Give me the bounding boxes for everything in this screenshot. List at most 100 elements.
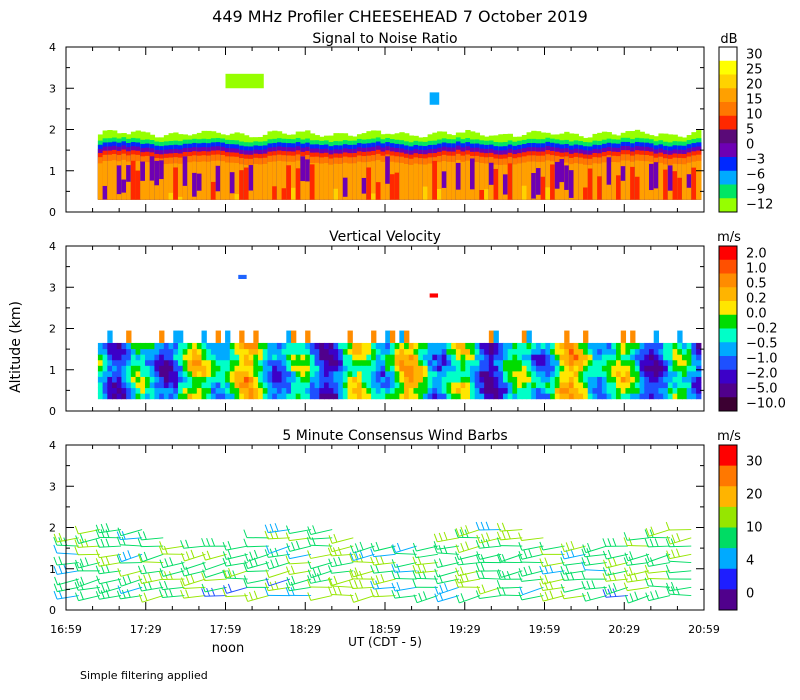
- barb-shaft: [162, 545, 185, 550]
- velocity-cell: [583, 348, 589, 355]
- velocity-cell: [408, 370, 415, 377]
- velocity-cell: [418, 387, 424, 394]
- barb-flag: [201, 572, 206, 581]
- velocity-cell: [578, 354, 584, 361]
- barb-flag: [307, 550, 312, 559]
- velocity-cell: [484, 381, 490, 389]
- velocity-cell: [578, 370, 584, 377]
- velocity-cell: [173, 370, 179, 377]
- velocity-cell: [625, 381, 631, 389]
- wind-barb: [370, 555, 396, 566]
- barb-flag: [623, 557, 628, 566]
- barb-flag: [581, 557, 586, 566]
- velocity-cell: [243, 359, 250, 366]
- velocity-cell: [276, 359, 283, 366]
- velocity-cell: [112, 387, 118, 394]
- snr-cell: [215, 165, 221, 192]
- snr-cell: [422, 186, 429, 200]
- velocity-cell: [126, 387, 132, 394]
- velocity-cell: [535, 342, 542, 350]
- velocity-cell: [427, 370, 433, 377]
- velocity-cell: [465, 348, 471, 355]
- barb-flag: [75, 559, 80, 569]
- colorbar-frame: [718, 46, 738, 213]
- barb-flag: [549, 564, 554, 573]
- velocity-cell: [305, 348, 311, 355]
- snr-cell: [517, 163, 523, 200]
- barb-flag: [121, 589, 126, 599]
- velocity-cell: [592, 370, 598, 377]
- velocity-cell: [102, 381, 108, 389]
- velocity-cell: [286, 348, 292, 355]
- velocity-cell: [102, 342, 108, 350]
- velocity-units: m/s: [717, 230, 741, 245]
- barb-flag: [539, 575, 544, 585]
- velocity-cell: [173, 381, 179, 389]
- velocity-cell: [347, 359, 353, 366]
- velocity-cell: [616, 359, 622, 366]
- snr-cell: [291, 187, 297, 200]
- velocity-cell: [323, 387, 330, 394]
- snr-cell: [220, 161, 226, 200]
- velocity-cell: [314, 381, 320, 389]
- velocity-cell: [408, 359, 415, 366]
- velocity-cell: [432, 342, 438, 350]
- velocity-cell: [677, 376, 683, 383]
- barb-flag: [117, 568, 122, 577]
- colorbar-swatch: [719, 301, 737, 316]
- velocity-cell: [328, 393, 335, 400]
- velocity-cell: [177, 359, 184, 366]
- velocity-cell: [215, 330, 221, 343]
- velocity-cell: [540, 365, 546, 372]
- velocity-cell: [488, 348, 495, 355]
- snr-cell: [512, 164, 518, 200]
- velocity-cell: [248, 354, 254, 361]
- velocity-cell: [234, 370, 240, 377]
- snr-cell: [163, 164, 170, 200]
- barb-flag: [227, 541, 232, 550]
- barb-flag: [312, 525, 317, 534]
- velocity-cell: [653, 354, 660, 361]
- barb-flag: [603, 559, 607, 569]
- barb-shaft: [120, 570, 143, 577]
- velocity-cell: [404, 359, 410, 366]
- velocity-cell: [342, 342, 349, 350]
- velocity-cell: [498, 365, 504, 372]
- wind-barb: [496, 522, 523, 532]
- velocity-cell: [130, 354, 137, 361]
- colorbar-swatch: [719, 143, 737, 158]
- velocity-cell: [371, 354, 377, 361]
- velocity-cell: [545, 342, 551, 350]
- velocity-cell: [455, 370, 462, 377]
- velocity-cell: [112, 393, 118, 400]
- barb-flag: [459, 556, 464, 565]
- barb-flag: [443, 531, 448, 541]
- barb-flag: [455, 594, 460, 604]
- barb-shaft: [184, 562, 206, 570]
- velocity-cell: [587, 381, 594, 389]
- snr-cell: [145, 162, 151, 200]
- barb-shaft: [542, 578, 565, 585]
- velocity-cell: [634, 365, 641, 372]
- barb-shaft: [564, 545, 586, 553]
- barb-flag: [417, 564, 422, 573]
- velocity-cell: [540, 387, 546, 394]
- velocity-cell: [634, 381, 641, 389]
- wind-barb: [454, 556, 481, 566]
- velocity-cell: [554, 376, 561, 383]
- barb-flag: [602, 573, 607, 582]
- barb-shaft: [183, 586, 206, 589]
- wind-barb: [327, 577, 354, 588]
- barb-flag: [74, 562, 79, 571]
- velocity-cell: [404, 381, 410, 389]
- footnote: Simple filtering applied: [80, 669, 208, 682]
- velocity-cell: [281, 393, 287, 400]
- velocity-cell: [192, 348, 198, 355]
- velocity-cell: [658, 348, 664, 355]
- snr-cell: [470, 158, 476, 190]
- snr-cell: [474, 162, 481, 200]
- y-tick-label: 0: [49, 206, 56, 219]
- velocity-cell: [550, 365, 556, 372]
- velocity-cell: [559, 381, 565, 389]
- barb-flag: [422, 563, 427, 573]
